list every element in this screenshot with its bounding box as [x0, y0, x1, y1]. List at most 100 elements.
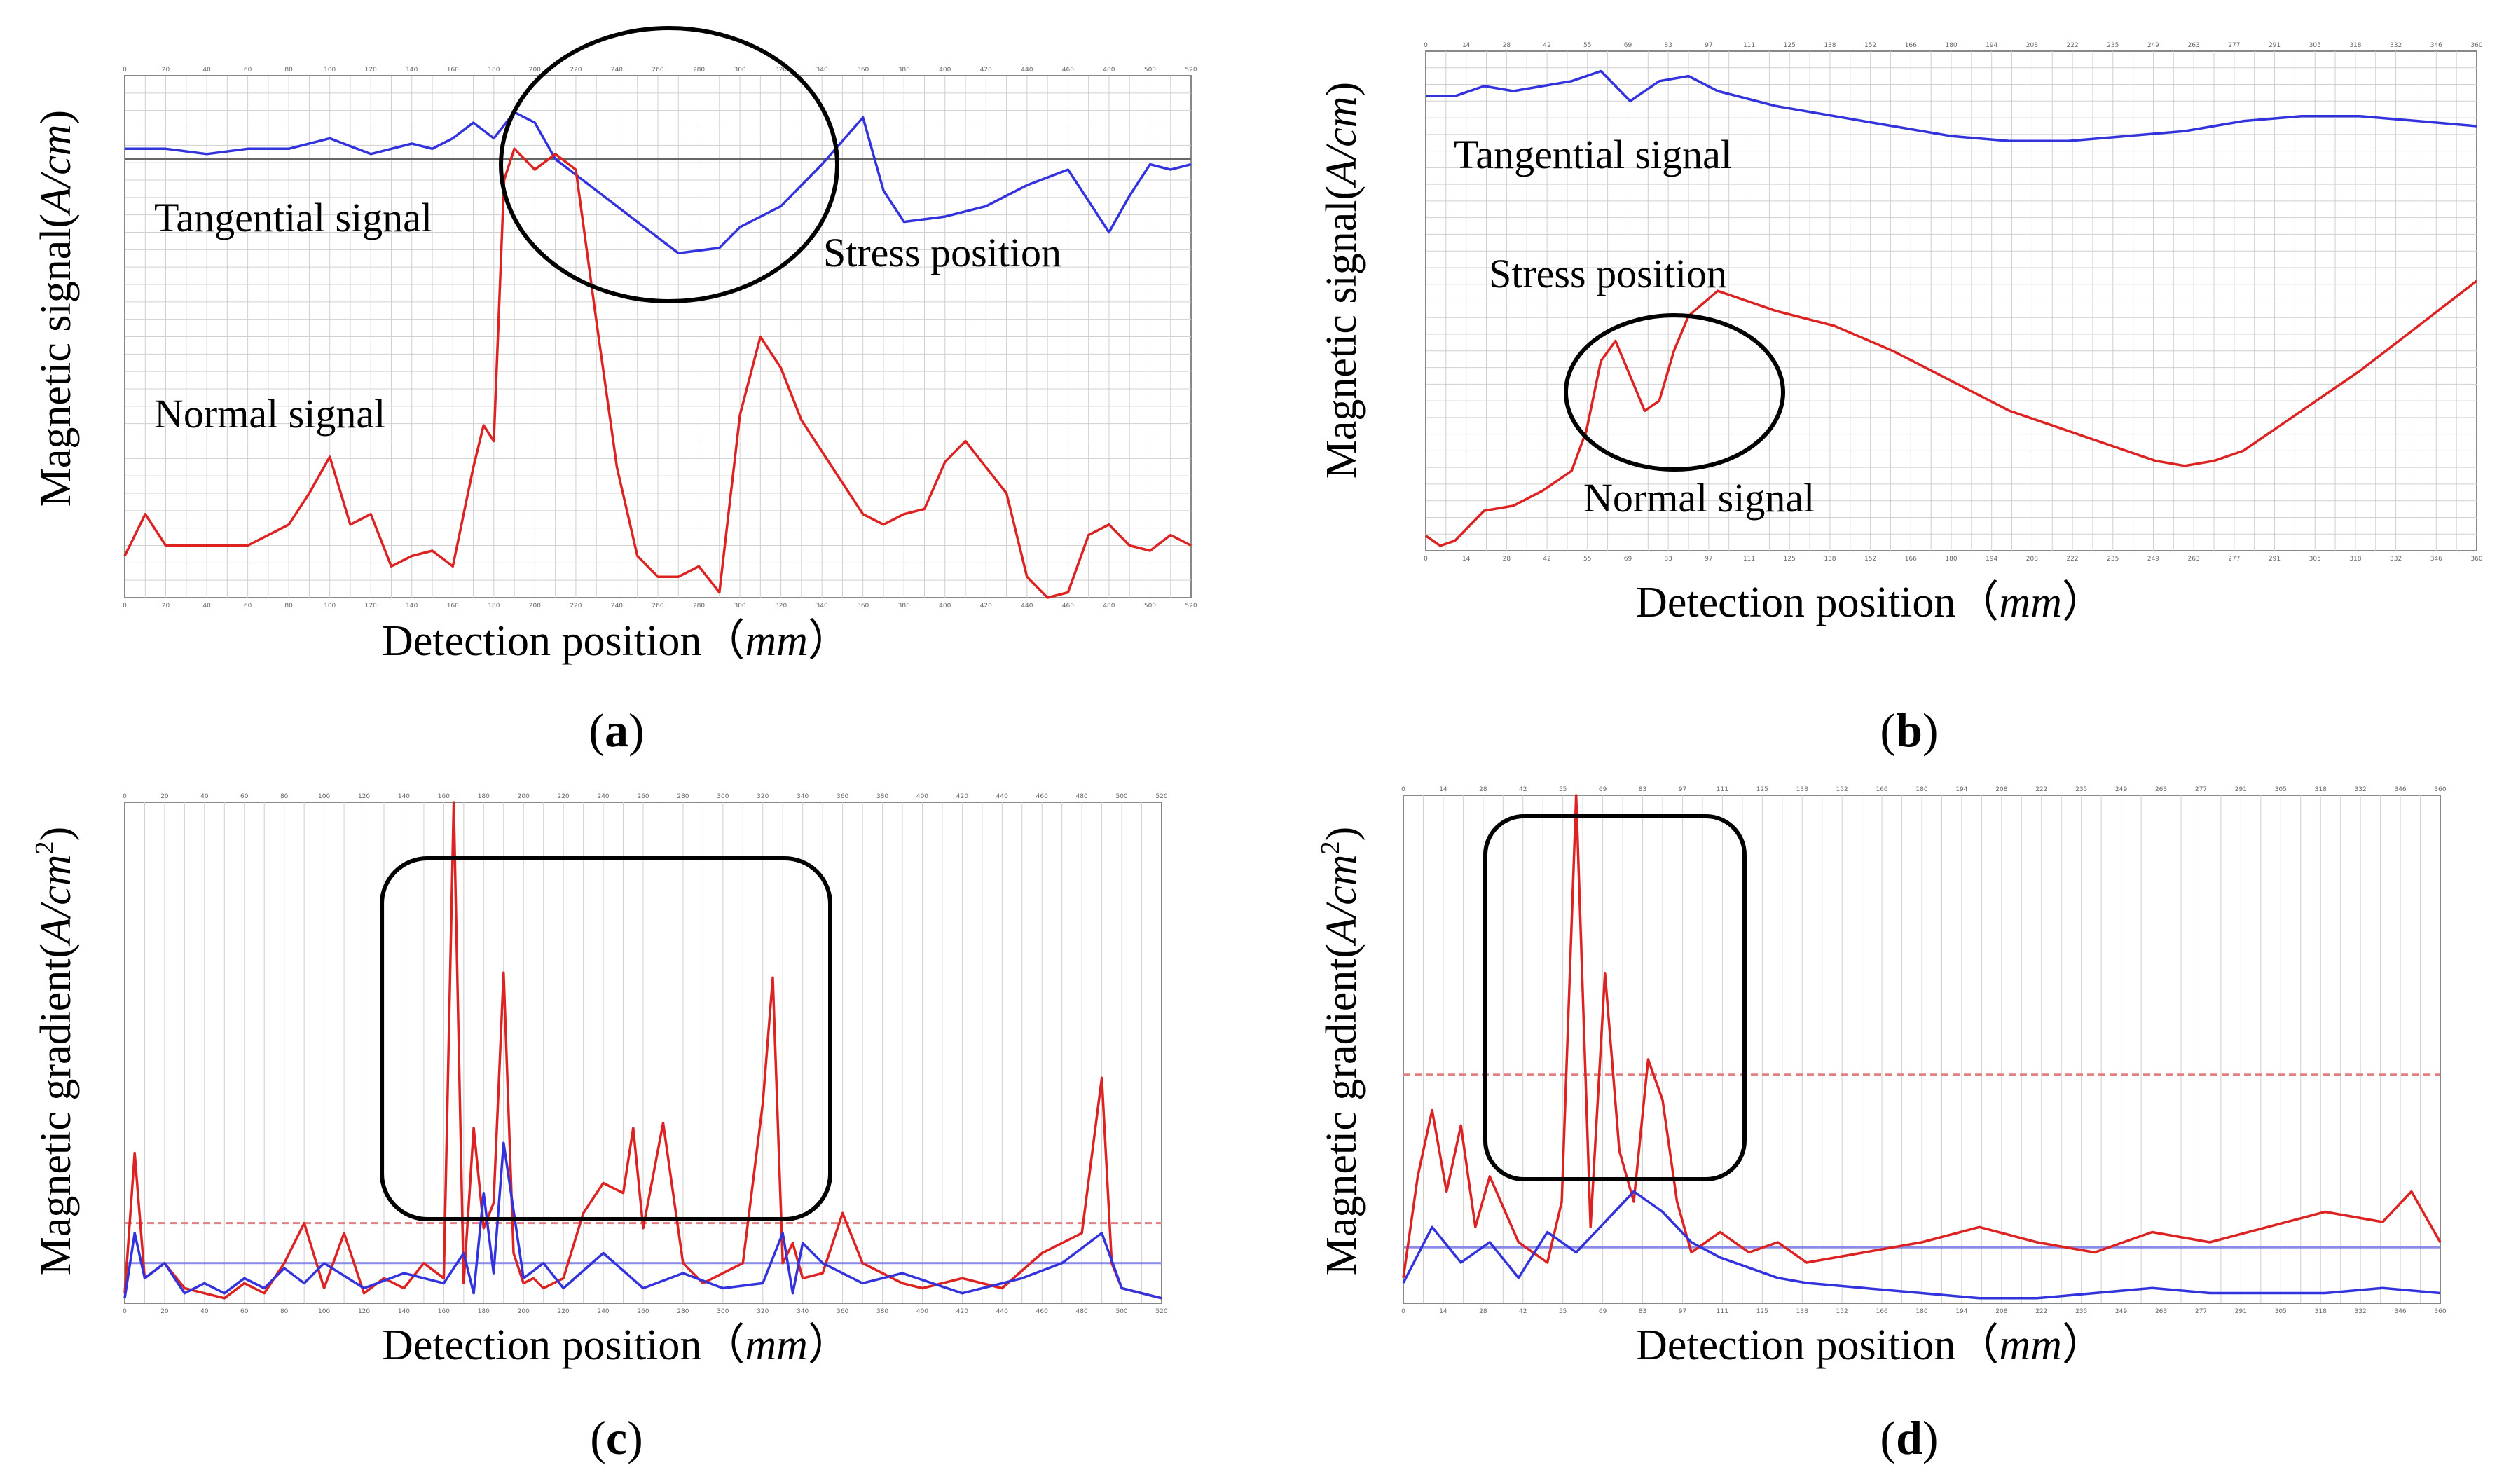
x-tick-bottom-b: 180 — [1945, 556, 1957, 563]
x-tick-top-a: 480 — [1103, 67, 1115, 74]
x-tick-top-c: 420 — [956, 793, 968, 800]
series-line-a-red — [123, 147, 1192, 599]
y-axis-title-a: Magnetic signal(A/cm) — [32, 110, 80, 507]
x-tick-bottom-c: 260 — [637, 1308, 649, 1315]
x-tick-bottom-c: 40 — [200, 1308, 209, 1315]
x-tick-bottom-a: 40 — [202, 603, 211, 610]
x-tick-bottom-d: 0 — [1401, 1308, 1405, 1315]
x-tick-top-c: 300 — [717, 793, 729, 800]
x-tick-bottom-b: 125 — [1784, 556, 1796, 563]
x-tick-bottom-c: 420 — [956, 1308, 968, 1315]
x-tick-top-a: 440 — [1021, 67, 1033, 74]
x-tick-top-d: 180 — [1915, 786, 1927, 793]
x-tick-top-d: 194 — [1955, 786, 1967, 793]
x-tick-top-c: 60 — [240, 793, 249, 800]
x-tick-bottom-c: 480 — [1076, 1308, 1088, 1315]
x-tick-bottom-c: 240 — [597, 1308, 609, 1315]
x-axis-title-c: Detection position（mm） — [382, 1321, 851, 1369]
x-tick-bottom-b: 305 — [2309, 556, 2321, 563]
panel-label-d: (d) — [1880, 1411, 1938, 1464]
x-tick-bottom-c: 80 — [280, 1308, 289, 1315]
panel-label-b: (b) — [1880, 703, 1938, 757]
x-tick-top-a: 180 — [488, 67, 500, 74]
x-tick-bottom-a: 420 — [980, 603, 992, 610]
x-tick-bottom-b: 360 — [2470, 556, 2482, 563]
panel-d: 0 0 14 14 28 28 42 42 55 55 69 69 83 83 97 97 111 111 125 1… — [1316, 786, 2447, 1464]
x-tick-top-d: 69 — [1599, 786, 1607, 793]
x-tick-bottom-c: 220 — [558, 1308, 570, 1315]
x-tick-top-b: 166 — [1905, 42, 1917, 49]
x-tick-bottom-a: 460 — [1062, 603, 1074, 610]
tangential-label-b: Tangential signal — [1454, 132, 1732, 177]
x-tick-top-d: 97 — [1679, 786, 1686, 793]
y-axis-title-d: Magnetic gradient(A/cm2) — [1316, 827, 1366, 1275]
x-tick-bottom-c: 0 — [123, 1308, 127, 1315]
series-line-c-red — [123, 801, 1162, 1300]
x-tick-bottom-a: 240 — [611, 603, 623, 610]
x-tick-top-a: 500 — [1144, 67, 1156, 74]
x-tick-bottom-c: 60 — [240, 1308, 249, 1315]
x-tick-top-c: 240 — [597, 793, 609, 800]
highlight-box-d — [1483, 814, 1747, 1181]
x-tick-bottom-d: 138 — [1796, 1308, 1808, 1315]
x-tick-top-c: 200 — [518, 793, 530, 800]
x-tick-top-a: 300 — [734, 67, 745, 74]
x-tick-top-a: 520 — [1185, 67, 1197, 74]
x-tick-top-d: 138 — [1796, 786, 1808, 793]
x-tick-top-c: 220 — [558, 793, 570, 800]
x-tick-top-c: 180 — [478, 793, 490, 800]
x-tick-top-b: 180 — [1945, 42, 1957, 49]
x-tick-top-b: 208 — [2026, 42, 2038, 49]
x-axis-title-d: Detection position（mm） — [1636, 1321, 2105, 1369]
x-tick-bottom-c: 160 — [438, 1308, 450, 1315]
x-tick-bottom-d: 263 — [2155, 1308, 2167, 1315]
x-tick-top-b: 360 — [2470, 42, 2482, 49]
x-tick-top-a: 340 — [816, 67, 828, 74]
x-tick-top-d: 166 — [1876, 786, 1887, 793]
x-tick-bottom-d: 69 — [1599, 1308, 1607, 1315]
x-tick-bottom-a: 180 — [488, 603, 500, 610]
x-tick-bottom-d: 360 — [2434, 1308, 2446, 1315]
x-tick-bottom-b: 194 — [1986, 556, 1997, 563]
x-tick-bottom-c: 360 — [837, 1308, 848, 1315]
x-tick-bottom-a: 360 — [857, 603, 869, 610]
x-tick-bottom-b: 166 — [1905, 556, 1917, 563]
x-tick-top-a: 420 — [980, 67, 992, 74]
x-tick-top-d: 305 — [2275, 786, 2287, 793]
panel-b: 0 0 14 14 28 28 42 42 55 55 69 69 83 83 97 97 111 111 125 1… — [1318, 42, 2483, 757]
highlight-box-c — [380, 856, 832, 1221]
x-tick-bottom-d: 346 — [2394, 1308, 2406, 1315]
x-tick-bottom-c: 280 — [677, 1308, 689, 1315]
x-tick-bottom-b: 318 — [2349, 556, 2361, 563]
x-tick-bottom-c: 180 — [478, 1308, 490, 1315]
x-tick-bottom-d: 194 — [1955, 1308, 1967, 1315]
x-tick-bottom-c: 320 — [757, 1308, 769, 1315]
x-tick-top-c: 500 — [1115, 793, 1127, 800]
x-tick-top-d: 346 — [2394, 786, 2406, 793]
x-tick-top-c: 480 — [1076, 793, 1088, 800]
x-tick-top-c: 320 — [757, 793, 769, 800]
x-tick-bottom-b: 235 — [2107, 556, 2119, 563]
x-tick-bottom-c: 20 — [160, 1308, 169, 1315]
x-tick-top-d: 152 — [1836, 786, 1848, 793]
x-tick-bottom-b: 0 — [1424, 556, 1428, 563]
x-tick-top-b: 222 — [2066, 42, 2078, 49]
x-tick-top-c: 0 — [123, 793, 127, 800]
x-tick-bottom-a: 260 — [652, 603, 663, 610]
x-tick-bottom-a: 0 — [123, 603, 127, 610]
stress-label-b: Stress position — [1489, 251, 1727, 296]
panel-label-c: (c) — [590, 1411, 643, 1464]
x-tick-bottom-a: 220 — [570, 603, 582, 610]
x-tick-top-b: 55 — [1583, 42, 1591, 49]
x-tick-top-b: 111 — [1743, 42, 1755, 49]
x-tick-top-d: 249 — [2115, 786, 2127, 793]
x-tick-top-a: 20 — [162, 67, 170, 74]
x-tick-top-a: 240 — [611, 67, 623, 74]
stress-ellipse-a — [499, 26, 839, 303]
x-tick-top-c: 100 — [318, 793, 330, 800]
x-tick-bottom-b: 138 — [1824, 556, 1836, 563]
x-tick-top-b: 318 — [2349, 42, 2361, 49]
x-tick-top-b: 14 — [1462, 42, 1471, 49]
x-tick-top-d: 263 — [2155, 786, 2167, 793]
panel-label-a: (a) — [589, 703, 644, 757]
